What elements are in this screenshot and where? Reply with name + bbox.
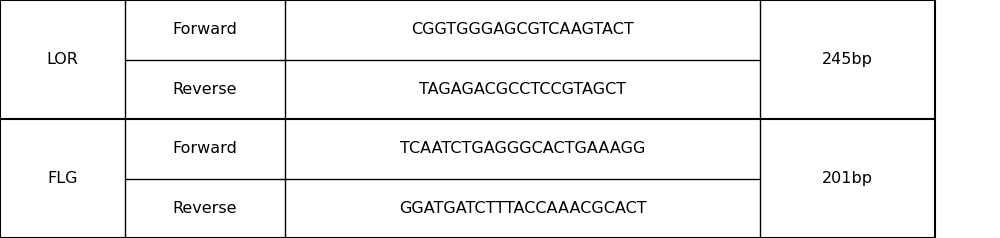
- Text: GGATGATCTTTACCAAACGCACT: GGATGATCTTTACCAAACGCACT: [399, 201, 646, 216]
- Text: TAGAGACGCCTCCGTAGCT: TAGAGACGCCTCCGTAGCT: [419, 82, 626, 97]
- Text: Forward: Forward: [173, 141, 237, 156]
- Text: 201bp: 201bp: [822, 171, 873, 186]
- Text: 245bp: 245bp: [822, 52, 873, 67]
- Text: CGGTGGGAGCGTCAAGTACT: CGGTGGGAGCGTCAAGTACT: [411, 22, 634, 37]
- Text: Reverse: Reverse: [173, 201, 237, 216]
- Text: TCAATCTGAGGGCACTGAAAGG: TCAATCTGAGGGCACTGAAAGG: [400, 141, 645, 156]
- Text: Reverse: Reverse: [173, 82, 237, 97]
- Text: Forward: Forward: [173, 22, 237, 37]
- Text: LOR: LOR: [47, 52, 78, 67]
- Text: FLG: FLG: [47, 171, 78, 186]
